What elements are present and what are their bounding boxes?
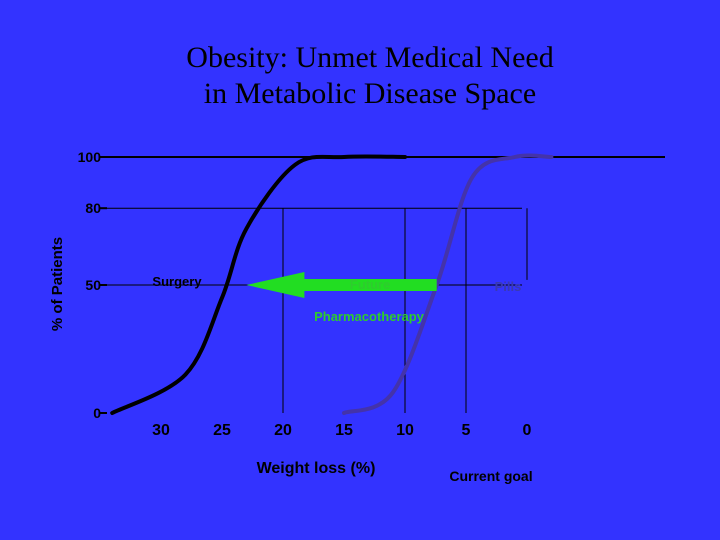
x-tick-label: 20 xyxy=(274,422,292,439)
y-axis-ticks: 100 80 50 0 xyxy=(78,149,107,421)
x-axis-ticks: 30 25 20 15 10 5 0 xyxy=(152,422,531,439)
pharmacotherapy-label: Pharmacotherapy xyxy=(314,309,425,324)
pills-curve xyxy=(342,153,554,415)
x-tick-label: 10 xyxy=(396,422,414,439)
x-tick-label: 25 xyxy=(213,422,231,439)
x-axis-label: Weight loss (%) xyxy=(257,460,376,477)
chart-series xyxy=(110,153,554,415)
arrow-shaft xyxy=(302,279,437,291)
arrow-head xyxy=(246,272,305,298)
title-line-1: Obesity: Unmet Medical Need xyxy=(186,41,554,74)
x-tick-label: 30 xyxy=(152,422,170,439)
slide-title: Obesity: Unmet Medical Need in Metabolic… xyxy=(0,40,720,112)
title-line-2: in Metabolic Disease Space xyxy=(203,77,537,110)
y-tick-label: 100 xyxy=(78,149,102,165)
surgery-curve xyxy=(110,154,407,415)
x-tick-label: 15 xyxy=(335,422,353,439)
y-tick-label: 50 xyxy=(85,277,101,293)
surgery-label: Surgery xyxy=(152,274,202,289)
y-tick-label: 80 xyxy=(85,200,101,216)
y-tick-label: 0 xyxy=(93,405,101,421)
pills-label: Pills xyxy=(495,279,522,294)
y-axis-label: % of Patients xyxy=(49,237,66,331)
x-tick-label: 5 xyxy=(462,422,471,439)
current-goal-label: Current goal xyxy=(449,468,532,484)
future-label: Future xyxy=(350,277,390,292)
x-tick-label: 0 xyxy=(523,422,532,439)
future-arrow xyxy=(246,272,437,298)
